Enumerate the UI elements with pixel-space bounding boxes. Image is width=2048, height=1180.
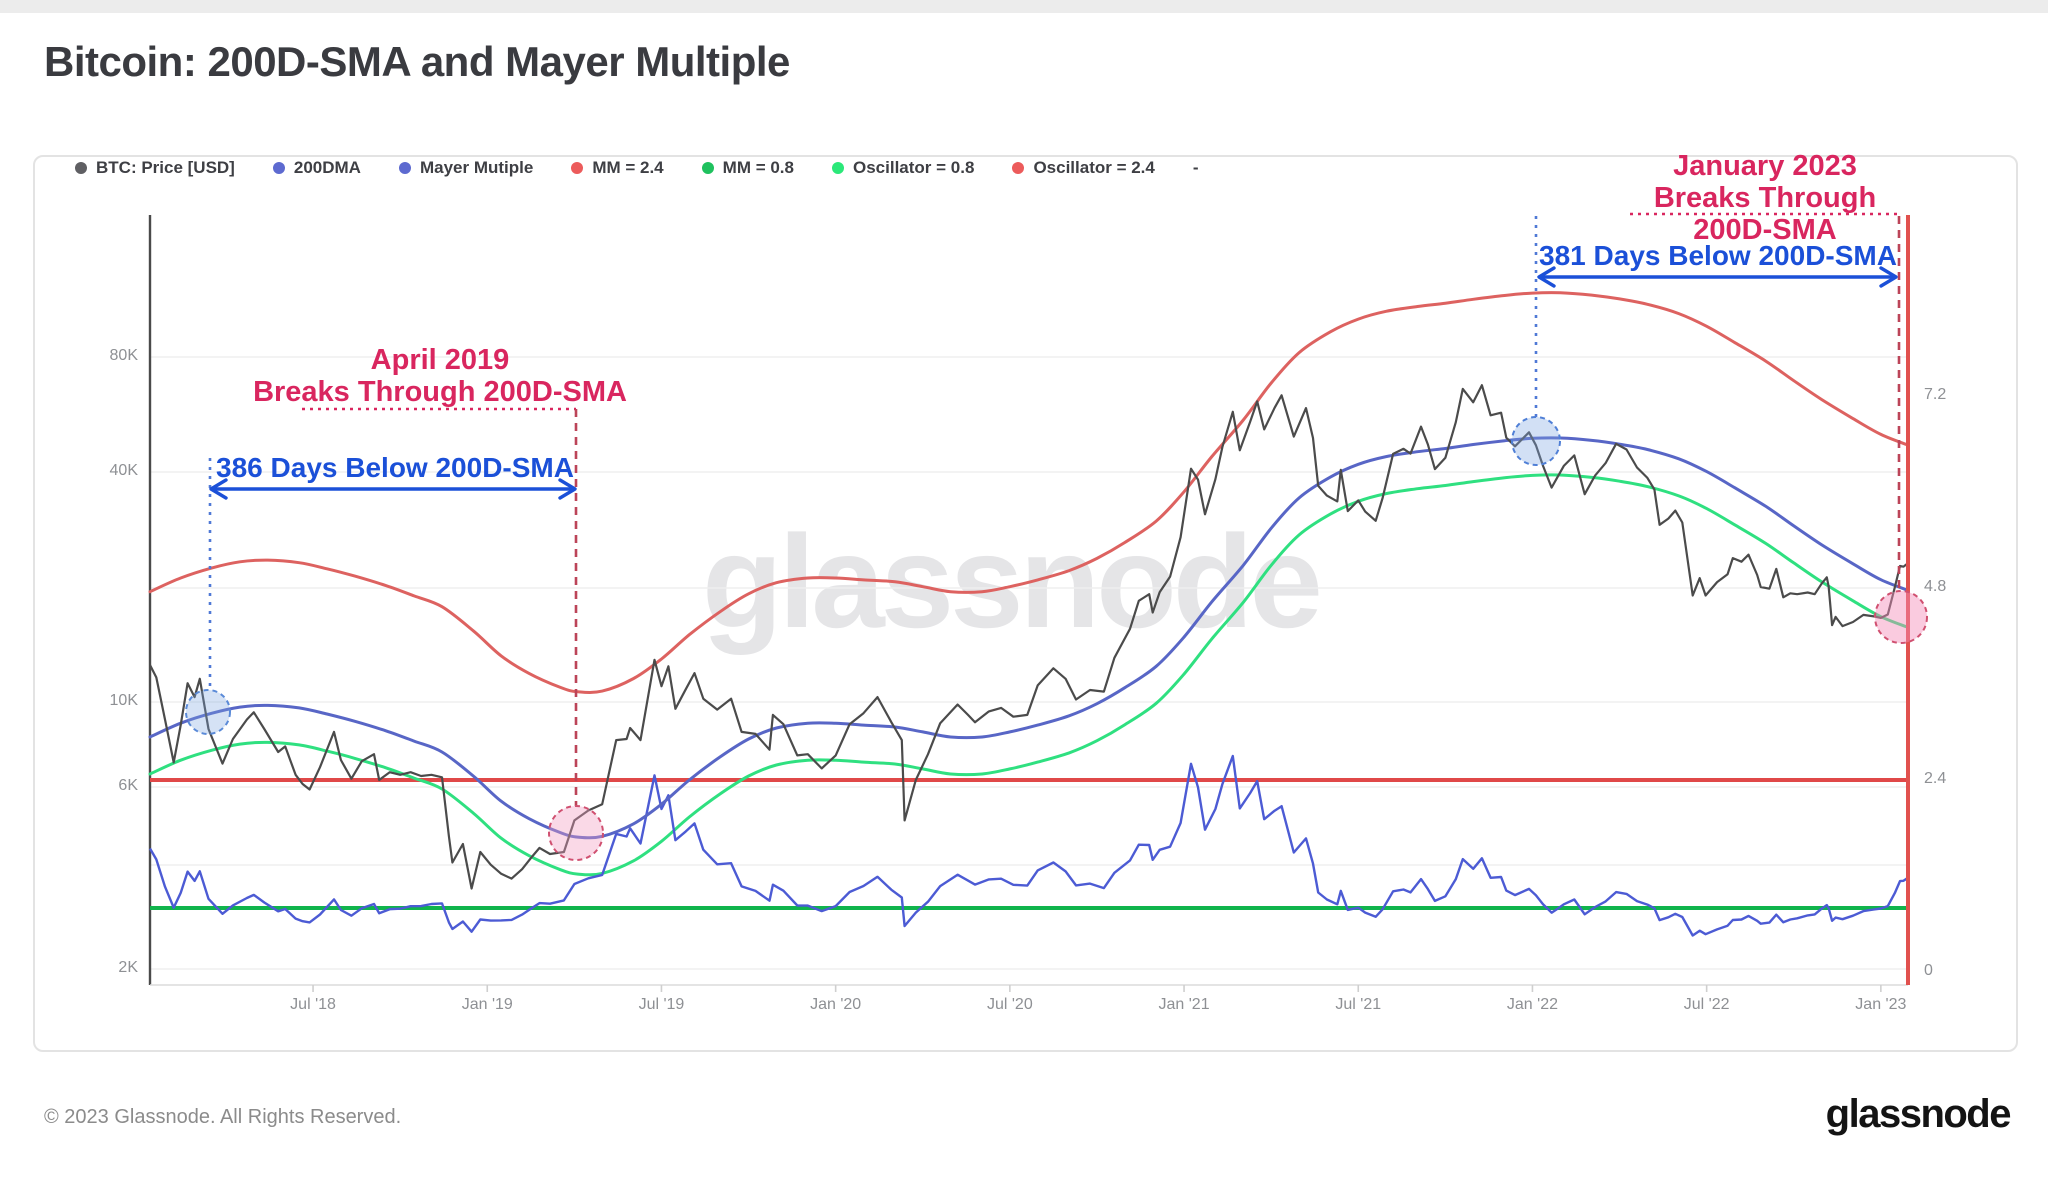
annotation-386-days: 386 Days Below 200D-SMA: [216, 452, 574, 483]
x-tick-jul-21: Jul '21: [1335, 996, 1382, 1013]
series-mayer-multiple[interactable]: [148, 754, 1909, 937]
x-tick-jan-21: Jan '21: [1158, 996, 1210, 1013]
annotation-381-days: 381 Days Below 200D-SMA: [1539, 240, 1897, 271]
x-tick-jan-23: Jan '23: [1855, 996, 1907, 1013]
x-tick-jul-20: Jul '20: [986, 996, 1033, 1013]
copyright-text: © 2023 Glassnode. All Rights Reserved.: [44, 1106, 402, 1128]
y-left-tick-6K: 6K: [118, 776, 138, 794]
x-tick-jan-20: Jan '20: [810, 996, 862, 1013]
series-mm-2-4-band[interactable]: [148, 291, 1910, 694]
legend-label: BTC: Price [USD]: [96, 158, 235, 177]
x-tick-jul-22: Jul '22: [1683, 996, 1730, 1013]
legend-label: Oscillator = 2.4: [1033, 158, 1155, 177]
legend-dot: [571, 162, 584, 174]
highlight-circle-jan-2018[interactable]: [185, 689, 231, 735]
y-left-tick-2K: 2K: [118, 959, 138, 977]
y-right-tick-4.8: 4.8: [1924, 578, 1947, 595]
legend: BTC: Price [USD] 200DMA Mayer Mutiple MM = …: [75, 158, 1199, 178]
legend-dot: [75, 162, 87, 174]
series-mm-0-8-band[interactable]: [148, 473, 1910, 877]
legend-dot: [1012, 162, 1025, 174]
legend-label: Oscillator = 0.8: [853, 158, 975, 177]
annotation-january-line2: Breaks Through 200D-SMA: [1653, 182, 1877, 246]
legend-label: Mayer Mutiple: [419, 158, 534, 177]
legend-item--[interactable]: -: [1193, 158, 1199, 178]
legend-item-200dma[interactable]: 200DMA: [272, 158, 361, 178]
y-left-tick-10K: 10K: [109, 692, 138, 709]
y-right-tick-2.4: 2.4: [1924, 770, 1947, 787]
x-tick-jan-22: Jan '22: [1506, 996, 1558, 1013]
legend-item-btc-price-usd-[interactable]: BTC: Price [USD]: [75, 158, 235, 178]
legend-dot: [272, 162, 285, 174]
arrow-386-days-right-head: [558, 478, 577, 500]
legend-dot: [398, 162, 411, 174]
y-right-tick-0: 0: [1924, 962, 1933, 979]
legend-label: MM = 0.8: [722, 158, 794, 177]
arrow-381-days-left-head: [1537, 266, 1556, 288]
glassnode-logo: glassnode: [1825, 1092, 2012, 1136]
legend-label: 200DMA: [293, 158, 361, 177]
annotation-april-line2: Breaks Through 200D-SMA: [253, 376, 627, 408]
legend-item-mm-2-4[interactable]: MM = 2.4: [571, 158, 664, 178]
legend-label: MM = 2.4: [592, 158, 664, 177]
legend-label: -: [1192, 158, 1199, 177]
annotation-april-line1: April 2019: [370, 344, 510, 376]
x-tick-jul-18: Jul '18: [290, 996, 336, 1013]
legend-dot: [832, 162, 844, 174]
arrow-381-days-right-head: [1879, 266, 1898, 288]
chart-card: glassnode: [33, 155, 2018, 1052]
annotation-april-2019: April 2019 Breaks Through 200D-SMA: [253, 344, 627, 408]
legend-item-oscillator-0-8[interactable]: Oscillator = 0.8: [832, 158, 974, 178]
top-strip: [0, 0, 2048, 13]
y-right-tick-7.2: 7.2: [1924, 386, 1947, 403]
arrow-386-days-left-head: [209, 478, 228, 500]
y-left-tick-40K: 40K: [109, 462, 138, 479]
series-btc-price[interactable]: [149, 384, 1909, 890]
y-left-tick-80K: 80K: [109, 347, 138, 364]
x-tick-jul-19: Jul '19: [638, 996, 685, 1013]
highlight-circle-april-2019[interactable]: [548, 805, 604, 861]
page-title: Bitcoin: 200D-SMA and Mayer Multiple: [44, 38, 790, 85]
legend-item-mayer-mutiple[interactable]: Mayer Mutiple: [398, 158, 534, 178]
legend-item-mm-0-8[interactable]: MM = 0.8: [701, 158, 794, 178]
x-tick-jan-19: Jan '19: [461, 996, 513, 1013]
highlight-circle-jan-2022[interactable]: [1511, 416, 1561, 466]
annotation-january-2023: January 2023 Breaks Through 200D-SMA: [1624, 150, 1907, 246]
annotation-january-line1: January 2023: [1673, 150, 1857, 182]
legend-item-oscillator-2-4[interactable]: Oscillator = 2.4: [1012, 158, 1155, 178]
highlight-circle-january-2023[interactable]: [1874, 590, 1928, 644]
legend-dot: [701, 162, 714, 174]
